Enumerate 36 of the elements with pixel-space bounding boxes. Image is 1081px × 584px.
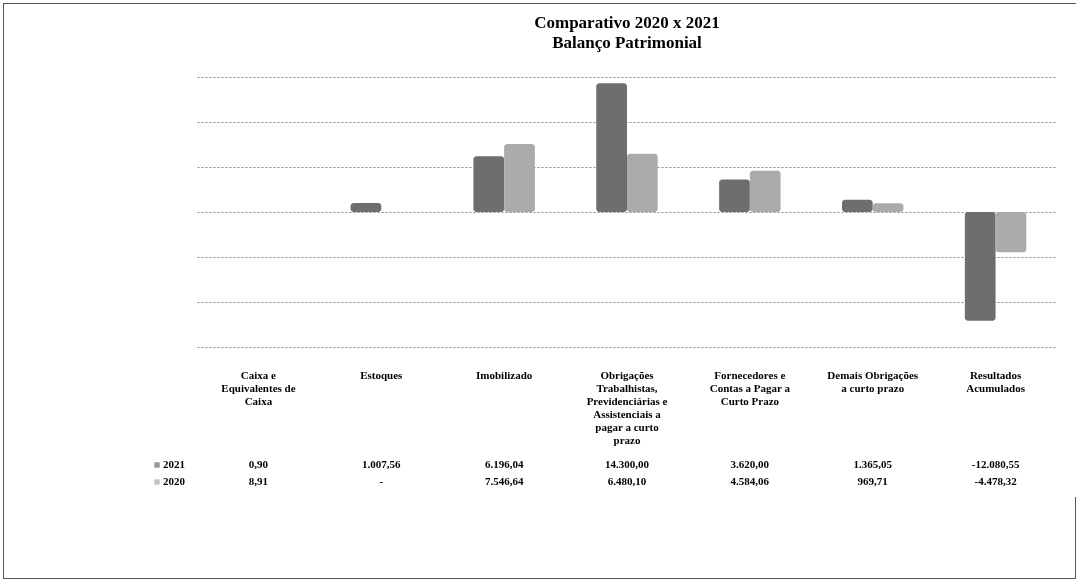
data-label: 8,91	[248, 475, 269, 487]
x-tick-label: Demais Obrigações a curto prazo	[827, 368, 919, 394]
bar	[749, 170, 781, 212]
bar	[473, 156, 505, 212]
data-label: 1.365,05	[853, 458, 893, 470]
bar	[350, 202, 382, 212]
data-label: 1.007,56	[362, 458, 402, 470]
x-tick-label: Fornecedores e Contas a Pagar a Curto Prazo	[709, 368, 791, 407]
data-label: 6.196,04	[484, 458, 524, 470]
x-tick-label: Obrigações Trabalhistas, Previdenciárias e Assistenciais a pagar a curto prazo	[586, 368, 668, 446]
data-label: 0,90	[248, 458, 269, 470]
legend-label: 2020	[163, 475, 186, 487]
data-label: 14.300,00	[605, 458, 650, 470]
bar	[719, 179, 750, 212]
data-label: 7.546,64	[484, 475, 524, 487]
bar	[596, 83, 627, 212]
data-label: 3.620,00	[730, 458, 770, 470]
data-label: -4.478,32	[974, 475, 1018, 487]
bar	[964, 212, 996, 321]
data-label: 4.584,06	[730, 475, 770, 487]
data-label: 6.480,10	[607, 475, 647, 487]
data-label: 969,71	[857, 475, 888, 487]
bar	[995, 212, 1027, 253]
bar	[627, 153, 658, 212]
x-tick-label: Resultados Acumulados	[966, 368, 1026, 394]
data-label: -12.080,55	[971, 458, 1020, 470]
bar	[872, 203, 904, 212]
chart-subtitle: Balanço Patrimonial	[552, 33, 703, 52]
chart-title: Comparativo 2020 x 2021	[534, 13, 720, 32]
legend-label: 2021	[163, 458, 185, 470]
bar	[842, 199, 873, 212]
bar	[504, 144, 535, 212]
x-tick-label: Imobilizado	[476, 368, 533, 381]
x-tick-label: Caixa e Equivalentes de Caixa	[221, 368, 296, 407]
data-label: -	[379, 475, 384, 487]
x-tick-label: Estoques	[360, 368, 404, 381]
